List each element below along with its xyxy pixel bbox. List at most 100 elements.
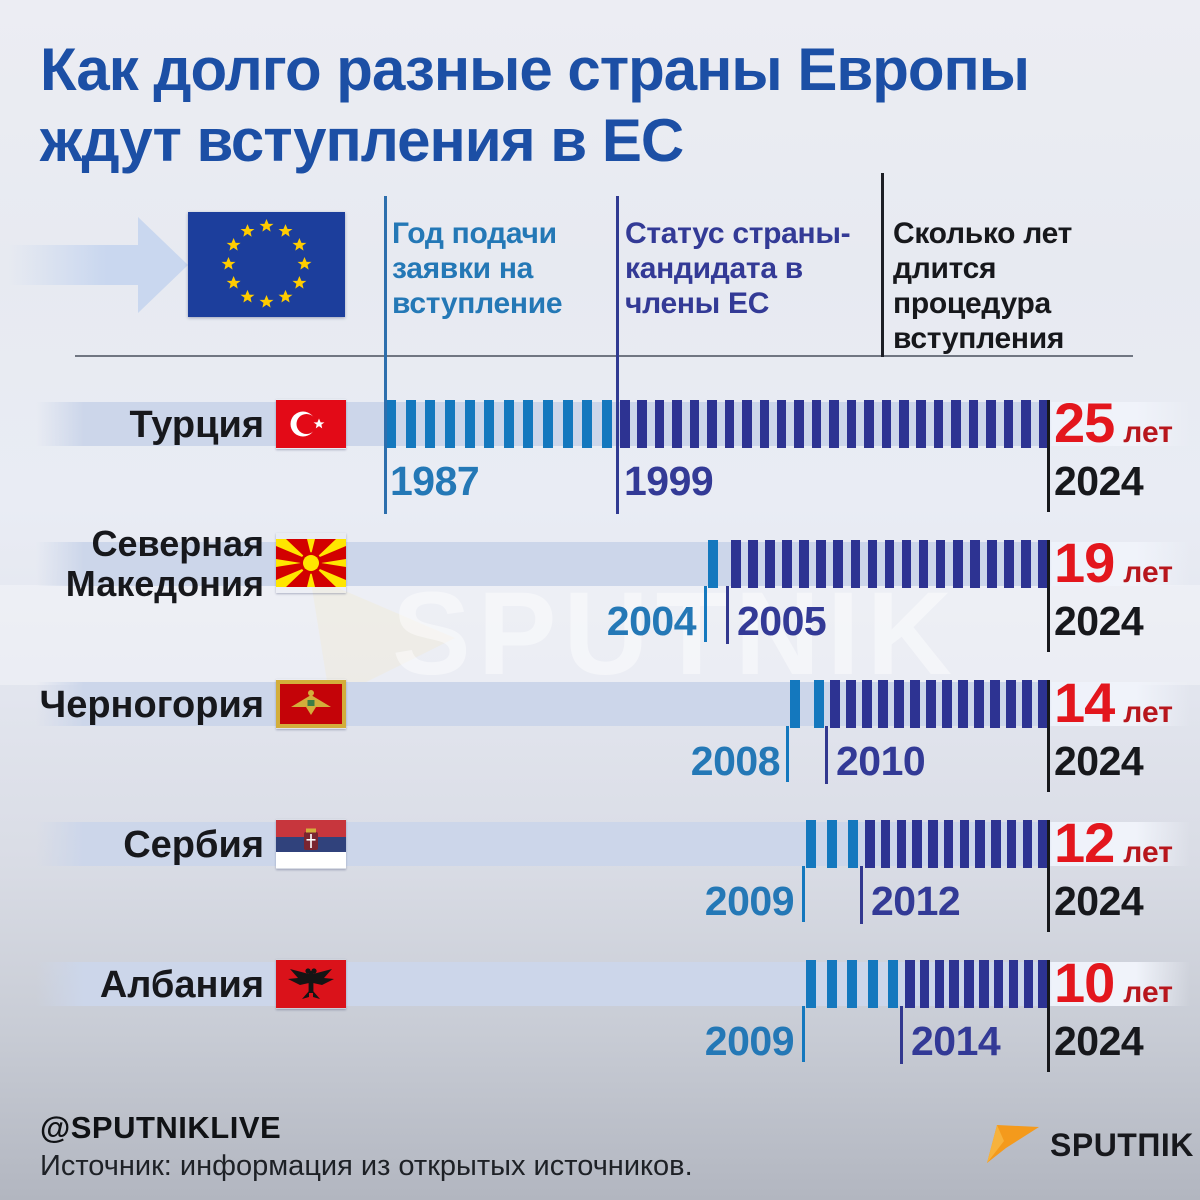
year-tick (1003, 400, 1014, 448)
year-tick (884, 540, 895, 588)
applied-year: 2004 (606, 598, 697, 644)
year-tick (993, 960, 1004, 1008)
candidate-year: 2014 (911, 1018, 1001, 1064)
candidate-period-ticks (905, 960, 1048, 1008)
year-tick (1038, 960, 1048, 1008)
year-tick (1023, 960, 1034, 1008)
duration-badge: 25 лет (1054, 390, 1173, 455)
candidate-year-line (726, 586, 729, 644)
year-tick (864, 400, 874, 448)
year-tick (654, 400, 665, 448)
arrow-right-icon (138, 217, 188, 313)
year-tick (464, 400, 475, 448)
year-tick (731, 540, 741, 588)
year-tick (970, 540, 980, 588)
end-year-line (1047, 960, 1050, 1072)
legend-application-year: Год подачи заявки на вступление (392, 217, 563, 320)
year-tick (878, 680, 888, 728)
source-note: Источник: информация из открытых источни… (40, 1150, 693, 1182)
candidate-year: 2005 (737, 598, 827, 644)
duration-unit: лет (1123, 556, 1173, 589)
year-tick (987, 540, 997, 588)
end-year-line (1047, 540, 1050, 652)
applied-period-ticks (790, 680, 824, 728)
year-tick (896, 820, 907, 868)
candidate-year: 1999 (624, 458, 714, 504)
year-tick (689, 400, 700, 448)
duration-badge: 12 лет (1054, 810, 1173, 875)
year-tick (829, 400, 839, 448)
year-tick (827, 820, 837, 868)
year-tick (523, 400, 534, 448)
applied-year: 2009 (704, 1018, 795, 1064)
year-tick (894, 680, 904, 728)
year-tick (867, 540, 878, 588)
sputnik-wordmark: SPUTПIK (1050, 1127, 1194, 1163)
year-tick (776, 400, 787, 448)
candidate-year-line (900, 1006, 903, 1064)
end-year: 2024 (1054, 738, 1144, 784)
year-tick (1022, 680, 1032, 728)
year-tick (503, 400, 514, 448)
year-tick (918, 540, 929, 588)
year-tick (620, 400, 630, 448)
duration-value: 25 (1054, 391, 1115, 454)
year-tick (386, 400, 396, 448)
montenegro-flag-icon (276, 679, 346, 729)
year-tick (905, 960, 915, 1008)
end-year-line (1047, 400, 1050, 512)
year-tick (974, 680, 984, 728)
year-tick (979, 960, 989, 1008)
year-tick (806, 820, 816, 868)
year-tick (881, 400, 892, 448)
header-divider (75, 355, 1133, 357)
year-tick (964, 960, 974, 1008)
end-year-line (1047, 820, 1050, 932)
year-tick (794, 400, 804, 448)
title-line-1: Как долго разные страны Европы (40, 36, 1030, 103)
year-tick (990, 680, 1000, 728)
north-macedonia-flag-icon (276, 533, 346, 593)
application-column-line (384, 196, 387, 514)
year-tick (846, 400, 857, 448)
year-tick (916, 400, 926, 448)
candidate-column-line (616, 196, 619, 514)
end-year: 2024 (1054, 458, 1144, 504)
candidate-period-ticks (865, 820, 1048, 868)
year-tick (826, 960, 837, 1008)
year-tick (790, 680, 800, 728)
year-tick (1004, 540, 1014, 588)
year-tick (991, 820, 1001, 868)
candidate-year-line (825, 726, 828, 784)
year-tick (910, 680, 920, 728)
year-tick (806, 960, 816, 1008)
end-year: 2024 (1054, 878, 1144, 924)
year-tick (405, 400, 416, 448)
year-tick (919, 960, 930, 1008)
year-tick (958, 680, 968, 728)
year-tick (934, 960, 945, 1008)
year-tick (1038, 540, 1048, 588)
year-tick (862, 680, 872, 728)
end-year: 2024 (1054, 598, 1144, 644)
applied-year: 2009 (704, 878, 795, 924)
arrow-shaft (8, 245, 139, 285)
year-tick (811, 400, 822, 448)
year-tick (975, 820, 985, 868)
year-tick (1022, 820, 1033, 868)
year-tick (901, 540, 912, 588)
title-line-2: ждут вступления в ЕС (40, 107, 684, 174)
year-tick (1008, 960, 1019, 1008)
country-label: Турция (129, 404, 264, 446)
end-year: 2024 (1054, 1018, 1144, 1064)
year-tick (1038, 400, 1048, 448)
watermark-band (0, 585, 1200, 685)
duration-column-line (881, 173, 884, 357)
year-tick (759, 400, 769, 448)
country-row-albania: Албания 2009 2014 2024 10 лет (0, 951, 1200, 1080)
applied-year-line (704, 586, 707, 642)
applied-period-ticks (708, 540, 720, 588)
year-tick (742, 400, 752, 448)
year-tick (899, 400, 909, 448)
applied-period-ticks (806, 820, 858, 868)
